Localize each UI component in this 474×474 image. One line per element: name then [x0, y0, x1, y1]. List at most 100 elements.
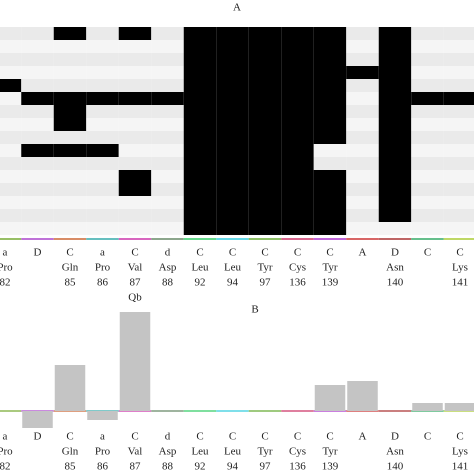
heatmap-cell [411, 170, 444, 183]
bar [87, 411, 118, 420]
heatmap-cell [411, 53, 444, 66]
heatmap-cell [0, 66, 22, 79]
heatmap-cell [346, 79, 379, 92]
position-label: 88 [162, 277, 174, 289]
heatmap-cell [346, 66, 379, 79]
heatmap-cell [86, 118, 119, 131]
heatmap-cell [86, 170, 119, 183]
residue-label: Gln [62, 446, 79, 458]
heatmap-cell [443, 66, 474, 79]
heatmap-cell [21, 79, 54, 92]
heatmap-cell [118, 170, 152, 183]
heatmap-cell [21, 118, 54, 131]
heatmap-cell [443, 79, 474, 92]
bar [119, 312, 151, 411]
position-label: 136 [289, 461, 306, 473]
heatmap-cell [378, 79, 412, 92]
heatmap-cell [281, 183, 314, 196]
heatmap-cell [281, 144, 314, 157]
residue-label: Lys [452, 446, 468, 458]
position-label: 97 [260, 277, 272, 289]
position-label: 92 [195, 277, 206, 289]
heatmap-cell [118, 144, 152, 157]
heatmap-cell [53, 183, 87, 196]
heatmap-cell [53, 144, 87, 157]
x-tick-label: C [294, 247, 301, 259]
heatmap-cell [346, 183, 379, 196]
heatmap-cell [151, 196, 184, 209]
heatmap-cell [313, 222, 347, 235]
x-tick-label: d [165, 431, 171, 443]
heatmap-cell [346, 196, 379, 209]
heatmap-cell [0, 170, 22, 183]
heatmap-cell [53, 170, 87, 183]
position-label: 82 [0, 461, 11, 473]
heatmap-cell [281, 209, 314, 222]
heatmap-cell [183, 53, 217, 66]
heatmap-cell [216, 209, 249, 222]
heatmap-cell [443, 157, 474, 170]
x-tick-label: C [326, 431, 333, 443]
heatmap-cell [411, 105, 444, 118]
heatmap-cell [248, 53, 282, 66]
heatmap-cell [216, 118, 249, 131]
residue-label: Pro [95, 262, 111, 274]
residue-label: Asn [386, 446, 404, 458]
heatmap-cell [0, 27, 22, 40]
heatmap-cell [378, 157, 412, 170]
heatmap-cell [118, 105, 152, 118]
position-label: 85 [65, 461, 77, 473]
heatmap-cell [313, 209, 347, 222]
heatmap-cell [378, 105, 412, 118]
heatmap-cell [151, 144, 184, 157]
heatmap-cell [0, 196, 22, 209]
heatmap-cell [443, 27, 474, 40]
x-tick-label: C [66, 431, 73, 443]
position-label: 140 [387, 277, 404, 289]
x-tick-label: C [294, 431, 301, 443]
heatmap-cell [21, 27, 54, 40]
residue-label: Cys [289, 446, 306, 458]
heatmap-cell [53, 157, 87, 170]
heatmap-cell [183, 222, 217, 235]
heatmap-cell [281, 131, 314, 144]
heatmap-cell [86, 222, 119, 235]
heatmap-cell [151, 92, 184, 105]
residue-label: Leu [224, 262, 242, 274]
heatmap-cell [411, 209, 444, 222]
residue-label: Asn [386, 262, 404, 274]
residue-label: Tyr [322, 446, 337, 458]
heatmap-cell [183, 196, 217, 209]
heatmap-cell [281, 92, 314, 105]
position-label: 141 [452, 277, 469, 289]
heatmap-cell [281, 40, 314, 53]
heatmap-cell [313, 92, 347, 105]
heatmap-cell [216, 170, 249, 183]
x-tick-label: D [391, 247, 399, 259]
heatmap-cell [346, 27, 379, 40]
heatmap-cell [346, 222, 379, 235]
heatmap-cell [443, 144, 474, 157]
heatmap-cell [183, 209, 217, 222]
heatmap-cell [248, 40, 282, 53]
residue-label: Asp [159, 262, 177, 274]
heatmap-cell [21, 92, 54, 105]
heatmap-cell [183, 157, 217, 170]
heatmap-cell [151, 79, 184, 92]
x-tick-label: A [359, 247, 367, 259]
heatmap-cell [378, 92, 412, 105]
heatmap-cell [313, 196, 347, 209]
x-tick-label: C [261, 247, 268, 259]
heatmap-cell [183, 79, 217, 92]
heatmap-cell [151, 53, 184, 66]
heatmap-cell [183, 118, 217, 131]
heatmap-cell [411, 222, 444, 235]
position-label: 136 [289, 277, 306, 289]
heatmap-cell [0, 105, 22, 118]
heatmap-cell [281, 105, 314, 118]
bar [412, 403, 443, 411]
heatmap-cell [313, 183, 347, 196]
heatmap-cell [0, 118, 22, 131]
heatmap-cell [21, 157, 54, 170]
